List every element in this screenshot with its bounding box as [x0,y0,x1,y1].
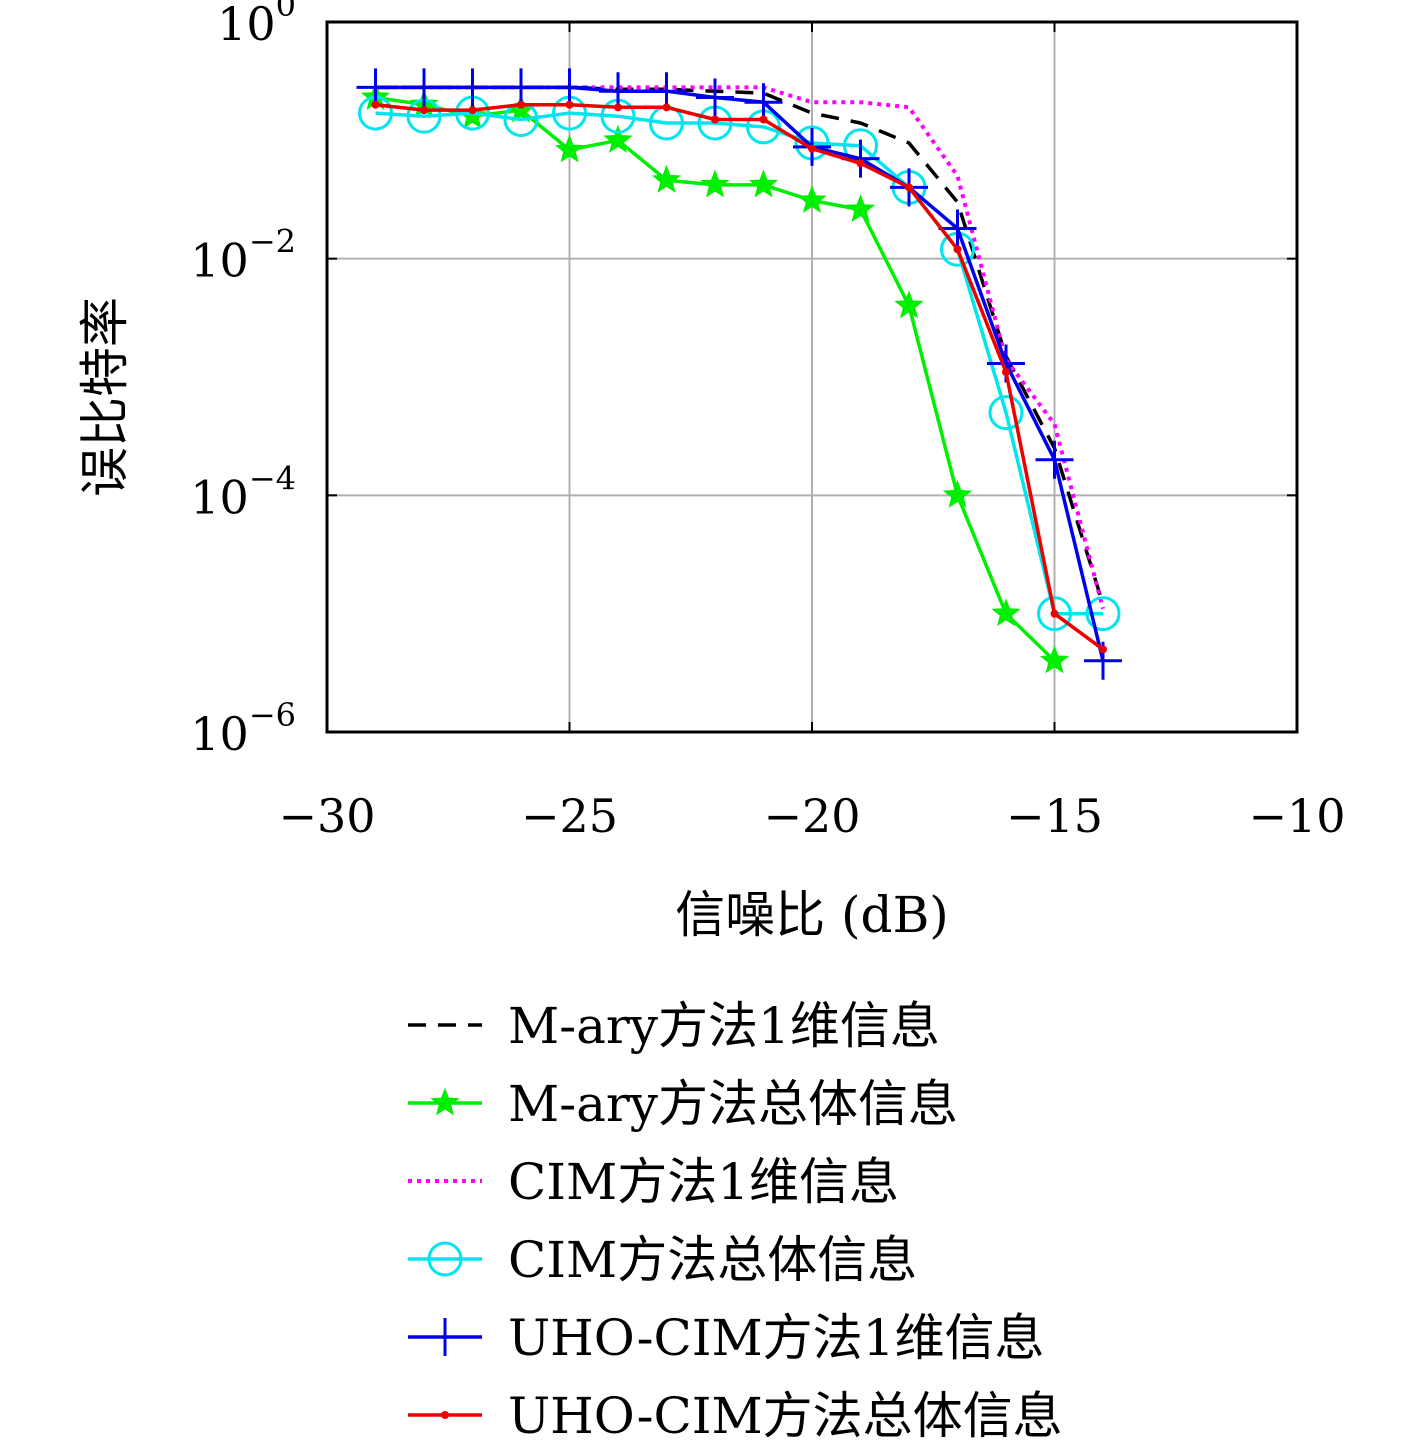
series-line [375,102,1105,651]
data-point [991,598,1021,627]
data-point [1037,596,1072,632]
plot-series [356,68,1122,680]
legend-marker [430,1087,460,1116]
data-point [554,134,585,163]
legend: M-ary方法1维信息 M-ary方法总体信息 CIM方法1维信息 CIM方法总体信息… [408,997,1063,1445]
legend-label: UHO-CIM方法1维信息 [508,1309,1044,1367]
data-point [453,68,492,107]
data-point [550,68,589,107]
x-tick-label: −10 [1248,789,1345,843]
legend-entry: UHO-CIM方法1维信息 [408,1309,1044,1367]
legend-marker [441,1411,449,1419]
x-tick-label: −30 [278,789,375,843]
data-point [700,169,730,198]
data-point [894,290,924,319]
data-point [468,106,477,115]
legend-label: UHO-CIM方法总体信息 [508,1387,1063,1445]
data-point [856,159,865,168]
axis-ticks: −30 −25 −20 −15 −10 100 10−2 10−4 10−6 [190,0,1345,843]
data-point [988,395,1024,431]
data-point [565,100,574,109]
x-tick-label: −25 [521,789,618,843]
legend-label: M-ary方法总体信息 [508,1075,958,1133]
x-axis-label: 信噪比 (dB) [675,886,949,944]
series-3 [375,85,1105,610]
legend-entry: CIM方法1维信息 [408,1153,899,1211]
legend-entry: CIM方法总体信息 [408,1231,917,1289]
data-point [517,100,525,109]
legend-marker [427,1241,463,1277]
y-tick-label: 100 [217,0,296,51]
series-6 [371,100,1107,654]
legend-entry: M-ary方法总体信息 [408,1075,958,1133]
data-point [1035,440,1074,479]
data-point [1050,609,1059,618]
data-point [711,115,719,124]
data-point [1085,596,1121,632]
legend-label: M-ary方法1维信息 [508,997,940,1055]
data-point [371,100,380,109]
data-point [953,245,962,254]
legend-entry: M-ary方法1维信息 [408,997,940,1055]
data-point [603,124,633,153]
data-point [356,68,395,107]
series-2 [360,82,1070,674]
x-tick-label: −15 [1006,789,1103,843]
y-axis-label: 误比特率 [76,297,134,497]
data-point [614,103,622,112]
series-line [375,111,1103,616]
legend-label: CIM方法1维信息 [508,1153,899,1211]
data-point [744,83,783,122]
data-point [651,164,682,193]
series-line [375,85,1105,610]
data-point [662,103,671,112]
data-point [405,68,443,107]
data-point [1002,368,1010,377]
data-point [808,144,816,153]
data-point [1099,645,1107,654]
legend-label: CIM方法总体信息 [508,1231,917,1289]
data-point [696,78,734,117]
y-tick-label: 10−6 [190,696,296,761]
data-point [942,479,973,508]
data-point [938,209,977,248]
data-point [759,115,768,124]
y-tick-label: 10−2 [190,223,296,288]
x-tick-label: −20 [763,789,860,843]
series-line [375,85,1105,662]
data-point [1039,645,1070,674]
data-point [748,169,779,198]
data-point [845,194,876,223]
data-point [420,106,428,115]
legend-entry: UHO-CIM方法总体信息 [408,1387,1063,1445]
data-point [905,183,913,192]
y-tick-label: 10−4 [190,459,296,524]
data-point [797,185,827,213]
data-point [502,68,540,107]
legend-marker [426,1318,464,1356]
